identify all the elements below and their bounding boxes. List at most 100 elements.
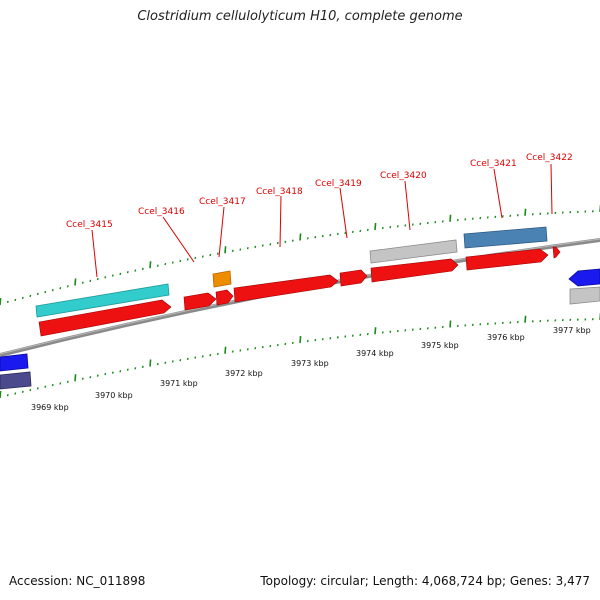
minor-tick bbox=[531, 320, 534, 323]
feature-blue-right[interactable] bbox=[568, 268, 600, 287]
minor-tick bbox=[329, 337, 332, 340]
minor-tick bbox=[66, 285, 69, 288]
feature-cyan[interactable] bbox=[35, 283, 170, 318]
minor-tick bbox=[486, 216, 489, 219]
gene-arrow-ccel-3418[interactable] bbox=[233, 274, 339, 303]
gene-arrow-ccel-3422[interactable] bbox=[552, 246, 561, 259]
minor-tick bbox=[201, 255, 204, 258]
feature-steelblue[interactable] bbox=[463, 226, 548, 249]
minor-tick bbox=[141, 365, 144, 369]
minor-tick bbox=[561, 211, 564, 214]
minor-tick bbox=[471, 323, 474, 327]
leader-ccel-3415 bbox=[91, 229, 98, 278]
gene-label-ccel-3419[interactable]: Ccel_3419 bbox=[315, 179, 362, 189]
minor-tick bbox=[411, 223, 414, 226]
kbp-label-3971: 3971 kbp bbox=[160, 379, 198, 388]
gene-arrow-ccel-3415[interactable] bbox=[38, 299, 172, 337]
genome-summary-text: Topology: circular; Length: 4,068,724 bp… bbox=[260, 574, 590, 588]
minor-tick bbox=[261, 345, 264, 349]
minor-tick bbox=[51, 288, 54, 292]
gene-label-ccel-3420[interactable]: Ccel_3420 bbox=[380, 171, 427, 181]
kbp-label-3976: 3976 kbp bbox=[487, 333, 525, 342]
minor-tick bbox=[396, 225, 399, 228]
gene-arrow-ccel-3421[interactable] bbox=[465, 248, 549, 271]
gene-arrow-ccel-3417[interactable] bbox=[215, 289, 234, 306]
minor-tick bbox=[291, 341, 294, 345]
minor-tick bbox=[336, 336, 339, 339]
minor-tick bbox=[201, 355, 204, 358]
minor-tick bbox=[366, 228, 369, 232]
minor-tick bbox=[29, 294, 32, 298]
minor-tick bbox=[366, 332, 369, 336]
minor-tick bbox=[29, 388, 32, 392]
minor-tick bbox=[494, 215, 497, 219]
gene-label-ccel-3417[interactable]: Ccel_3417 bbox=[199, 197, 246, 207]
minor-tick bbox=[186, 258, 189, 261]
minor-tick bbox=[141, 267, 144, 271]
kbp-label-3972: 3972 kbp bbox=[225, 369, 263, 378]
minor-tick bbox=[306, 339, 309, 343]
minor-tick bbox=[194, 256, 197, 260]
minor-tick bbox=[576, 318, 579, 321]
gene-arrow-ccel-3416[interactable] bbox=[183, 292, 217, 311]
minor-tick bbox=[576, 210, 579, 214]
minor-tick bbox=[81, 281, 84, 284]
minor-tick bbox=[164, 262, 167, 266]
gene-label-ccel-3422[interactable]: Ccel_3422 bbox=[526, 153, 573, 163]
minor-tick bbox=[21, 390, 24, 393]
minor-tick bbox=[209, 353, 212, 357]
gene-arrow-ccel-3420[interactable] bbox=[370, 258, 459, 283]
minor-tick bbox=[156, 362, 159, 366]
minor-tick bbox=[119, 369, 122, 373]
feature-grey-right[interactable] bbox=[569, 286, 600, 305]
feature-blue-left[interactable] bbox=[0, 353, 29, 372]
minor-tick bbox=[269, 243, 272, 246]
minor-tick bbox=[261, 244, 264, 247]
minor-tick bbox=[119, 272, 122, 276]
major-tick bbox=[299, 233, 302, 241]
major-tick bbox=[74, 278, 77, 286]
minor-tick bbox=[591, 317, 594, 321]
leader-ccel-3417 bbox=[218, 206, 225, 258]
minor-tick bbox=[486, 322, 489, 326]
gene-label-ccel-3416[interactable]: Ccel_3416 bbox=[138, 207, 185, 217]
feature-purple-left[interactable] bbox=[0, 371, 32, 390]
minor-tick bbox=[591, 210, 594, 213]
minor-tick bbox=[14, 392, 17, 395]
gene-arrow-ccel-3419[interactable] bbox=[339, 269, 368, 287]
kbp-label-3973: 3973 kbp bbox=[291, 359, 329, 368]
minor-tick bbox=[344, 231, 347, 235]
label-leader-lines bbox=[91, 163, 553, 278]
gene-labels: Ccel_3415 Ccel_3416 Ccel_3417 Ccel_3418 … bbox=[66, 153, 573, 230]
minor-tick bbox=[111, 371, 114, 374]
minor-tick bbox=[554, 211, 557, 215]
minor-tick bbox=[479, 216, 482, 220]
minor-tick bbox=[321, 234, 324, 238]
feature-grey[interactable] bbox=[369, 239, 458, 264]
minor-tick bbox=[516, 214, 519, 217]
minor-tick bbox=[89, 279, 92, 283]
gene-label-ccel-3421[interactable]: Ccel_3421 bbox=[470, 159, 517, 169]
major-tick bbox=[449, 214, 452, 222]
minor-tick bbox=[284, 240, 287, 244]
minor-tick bbox=[209, 253, 212, 257]
leader-ccel-3422 bbox=[550, 163, 553, 215]
minor-tick bbox=[561, 318, 564, 322]
major-tick bbox=[224, 246, 227, 254]
minor-tick bbox=[246, 348, 249, 351]
minor-tick bbox=[539, 212, 542, 216]
minor-tick bbox=[389, 225, 392, 229]
minor-tick bbox=[104, 276, 107, 279]
kbp-label-3977: 3977 kbp bbox=[553, 326, 591, 335]
gene-label-ccel-3415[interactable]: Ccel_3415 bbox=[66, 220, 113, 230]
feature-orange[interactable] bbox=[212, 270, 232, 288]
minor-tick bbox=[126, 368, 129, 371]
minor-tick bbox=[546, 319, 549, 322]
gene-label-ccel-3418[interactable]: Ccel_3418 bbox=[256, 187, 303, 197]
minor-tick bbox=[254, 347, 257, 350]
minor-tick bbox=[546, 212, 549, 215]
minor-tick bbox=[501, 321, 504, 325]
major-tick bbox=[0, 390, 2, 399]
minor-tick bbox=[89, 375, 92, 379]
